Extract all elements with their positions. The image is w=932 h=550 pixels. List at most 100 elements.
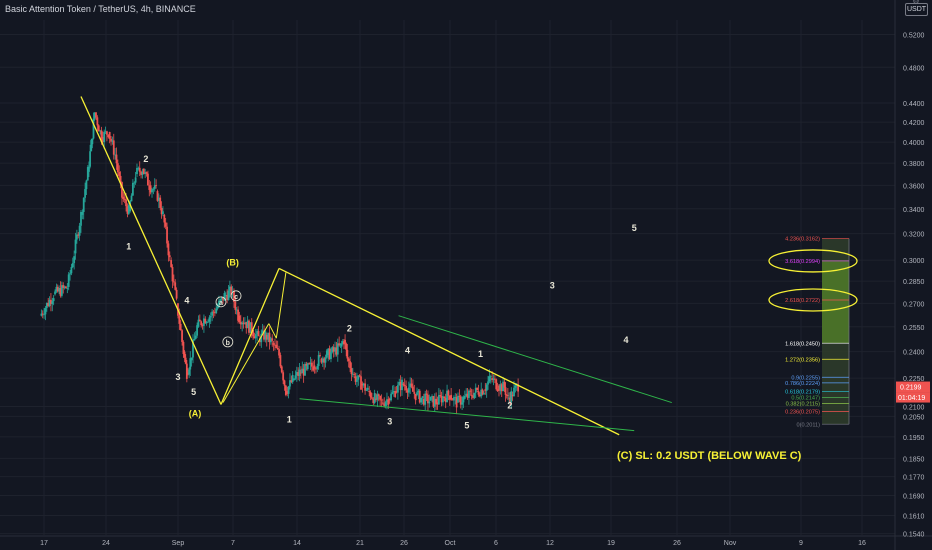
candle-body — [227, 290, 230, 301]
candle-body — [511, 394, 514, 397]
candle-body — [264, 331, 267, 340]
candle-body — [252, 330, 254, 337]
candle-body — [175, 289, 178, 299]
candle-body — [335, 347, 338, 355]
candle-body — [168, 255, 171, 258]
candle-body — [127, 205, 130, 214]
wave-b-line — [220, 268, 280, 405]
candle-body — [269, 338, 272, 343]
wave-label: a — [219, 300, 223, 307]
candle-body — [386, 399, 388, 403]
candle-body — [75, 234, 78, 240]
candle-body — [462, 397, 465, 403]
y-tick-label: 0.3800 — [903, 161, 925, 168]
candle-body — [197, 319, 200, 327]
candle-body — [424, 393, 427, 405]
y-tick-label: 0.4200 — [903, 120, 925, 127]
candle-body — [417, 390, 420, 393]
x-tick-label: 12 — [546, 540, 554, 547]
candle-body — [81, 211, 84, 215]
sub-wave-line — [275, 272, 287, 339]
candle-body — [235, 309, 238, 311]
candle-body — [172, 281, 175, 283]
candle-body — [384, 402, 387, 406]
candle-body — [338, 343, 341, 346]
candle-body — [345, 343, 348, 350]
candle-body — [466, 393, 469, 398]
candle-body — [403, 384, 406, 387]
candle-body — [428, 401, 431, 404]
candle-body — [362, 383, 365, 386]
wave-label: b — [226, 340, 230, 347]
candle-body — [356, 379, 358, 382]
settings-gear-icon[interactable]: ⚙ — [912, 0, 920, 6]
candle-body — [242, 322, 245, 324]
candle-body — [249, 322, 252, 333]
wave-label: 5 — [191, 387, 196, 397]
candle-body — [253, 336, 256, 339]
candle-body — [216, 306, 219, 309]
candle-body — [433, 398, 436, 407]
candle-body — [207, 321, 209, 323]
candle-body — [166, 226, 168, 244]
candle-body — [357, 375, 360, 380]
candle-body — [219, 299, 222, 301]
candle-body — [95, 112, 97, 118]
candle-body — [414, 393, 417, 401]
candle-body — [171, 267, 174, 282]
candle-body — [396, 385, 399, 393]
candle-body — [66, 288, 69, 289]
candle-body — [54, 291, 56, 295]
candle-body — [379, 395, 382, 400]
candle-body — [108, 131, 111, 139]
candle-body — [134, 177, 137, 183]
candle-body — [289, 380, 291, 387]
time-axis[interactable]: 17 24 Sep 7 14 21 26 Oct 6 12 19 26 Nov 9 16 — [40, 540, 866, 547]
candle-body — [283, 380, 286, 386]
candle-body — [80, 211, 82, 226]
candle-body — [312, 366, 315, 371]
candle-body — [514, 385, 517, 388]
wave-drawings — [80, 96, 672, 436]
candle-body — [406, 390, 409, 393]
candle-body — [508, 397, 510, 399]
candle-body — [178, 315, 181, 324]
y-tick-label: 0.2050 — [903, 414, 925, 421]
candle-body — [503, 381, 506, 388]
candle-body — [398, 381, 401, 386]
candle-body — [65, 286, 67, 289]
candle-body — [476, 387, 479, 391]
candle-body — [304, 363, 306, 376]
wave-label-circle — [230, 290, 242, 302]
x-tick-label: Sep — [172, 540, 185, 547]
candle-body — [93, 112, 96, 119]
candle-body — [231, 291, 234, 292]
y-tick-label: 0.4800 — [903, 65, 925, 72]
currency-badge[interactable]: USDT — [905, 3, 928, 16]
candle-body — [250, 322, 253, 334]
wave-c-line — [278, 267, 620, 436]
candle-body — [308, 363, 311, 365]
candle-body — [331, 347, 334, 353]
candle-body — [390, 393, 392, 401]
candle-body — [327, 348, 330, 356]
candle-body — [439, 395, 442, 397]
candle-body — [509, 397, 512, 403]
x-tick-label: 21 — [356, 540, 364, 547]
candle-body — [254, 334, 257, 339]
candle-body — [463, 395, 466, 399]
candle-body — [448, 395, 451, 400]
wave-label: 5 — [464, 421, 469, 431]
candle-body — [159, 197, 162, 208]
candle-body — [360, 376, 362, 390]
candle-body — [364, 383, 367, 391]
candle-body — [293, 378, 295, 380]
candle-body — [457, 395, 459, 403]
x-tick-label: Oct — [445, 540, 456, 547]
candle-body — [432, 396, 435, 407]
candle-body — [89, 151, 91, 167]
candle-body — [347, 358, 350, 362]
candle-body — [203, 318, 205, 326]
price-axis[interactable]: 0.5200 0.4800 0.4400 0.4200 0.4000 0.3800 0.36… — [896, 32, 930, 539]
